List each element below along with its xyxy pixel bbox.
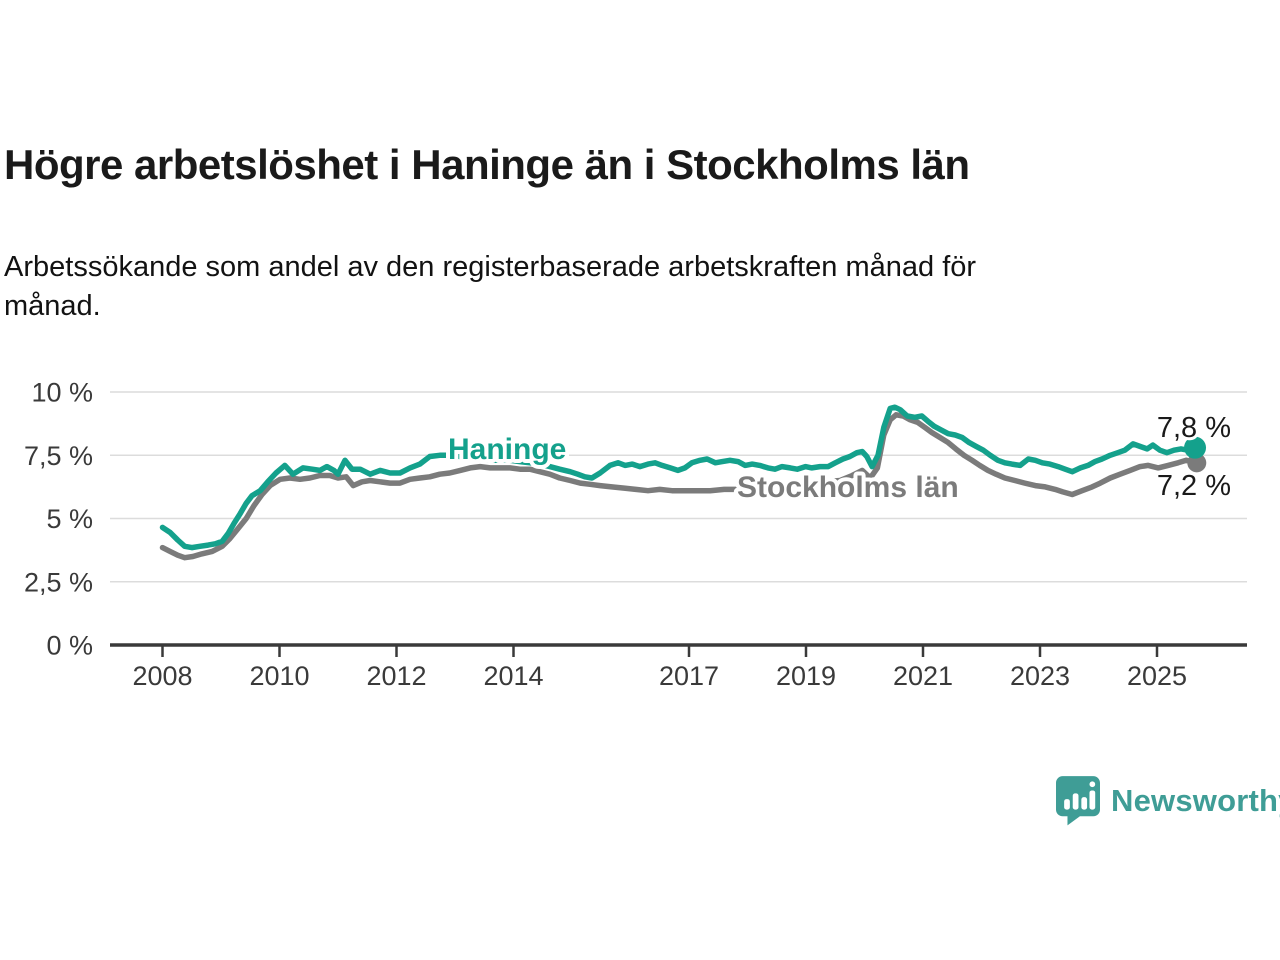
newsworthy-logo-text: Newsworthy [1111, 783, 1280, 818]
bar-small [1064, 799, 1070, 810]
y-tick-label-10 %: 10 % [31, 378, 93, 408]
y-tick-label-7,5 %: 7,5 % [24, 441, 93, 471]
x-tick-label-2019: 2019 [776, 661, 836, 691]
exclamation-bar [1089, 790, 1096, 810]
series-line-haninge [159, 404, 1198, 551]
series-end-dot-haninge [1184, 436, 1207, 459]
chart-subtitle: Arbetssökande som andel av den registerb… [4, 248, 1224, 326]
series-label-haninge: Haninge [448, 433, 566, 466]
series-label-stockholm: Stockholms län [737, 471, 959, 504]
end-value-label-haninge: 7,8 % [1157, 412, 1231, 444]
chart-subtitle-line2: månad. [4, 290, 101, 322]
exclamation-dot [1089, 781, 1096, 788]
y-tick-label-2,5 %: 2,5 % [24, 567, 93, 597]
chart-subtitle-line1: Arbetssökande som andel av den registerb… [4, 251, 977, 283]
x-tick-label-2021: 2021 [893, 661, 953, 691]
x-tick-label-2012: 2012 [366, 661, 426, 691]
x-tick-label-2008: 2008 [132, 661, 192, 691]
series-line-stockholm [159, 412, 1200, 561]
x-tick-label-2010: 2010 [249, 661, 309, 691]
y-tick-label-5 %: 5 % [46, 504, 93, 534]
bar-medium [1081, 797, 1088, 810]
newsworthy-logo-icon [1056, 776, 1100, 826]
x-tick-label-2025: 2025 [1127, 661, 1187, 691]
end-value-label-stockholm: 7,2 % [1157, 470, 1231, 502]
x-tick-label-2014: 2014 [483, 661, 543, 691]
chart-plot-area: 0 % 2,5 % 5 % 7,5 % 10 % 2008 2010 2012 2014 2017… [24, 378, 1247, 691]
y-tick-label-0 %: 0 % [46, 631, 93, 661]
bar-large [1072, 793, 1079, 810]
chart-title: Högre arbetslöshet i Haninge än i Stockh… [4, 141, 970, 188]
x-tick-label-2023: 2023 [1010, 661, 1070, 691]
x-tick-label-2017: 2017 [659, 661, 719, 691]
newsworthy-logo: Newsworthy [1056, 775, 1280, 827]
